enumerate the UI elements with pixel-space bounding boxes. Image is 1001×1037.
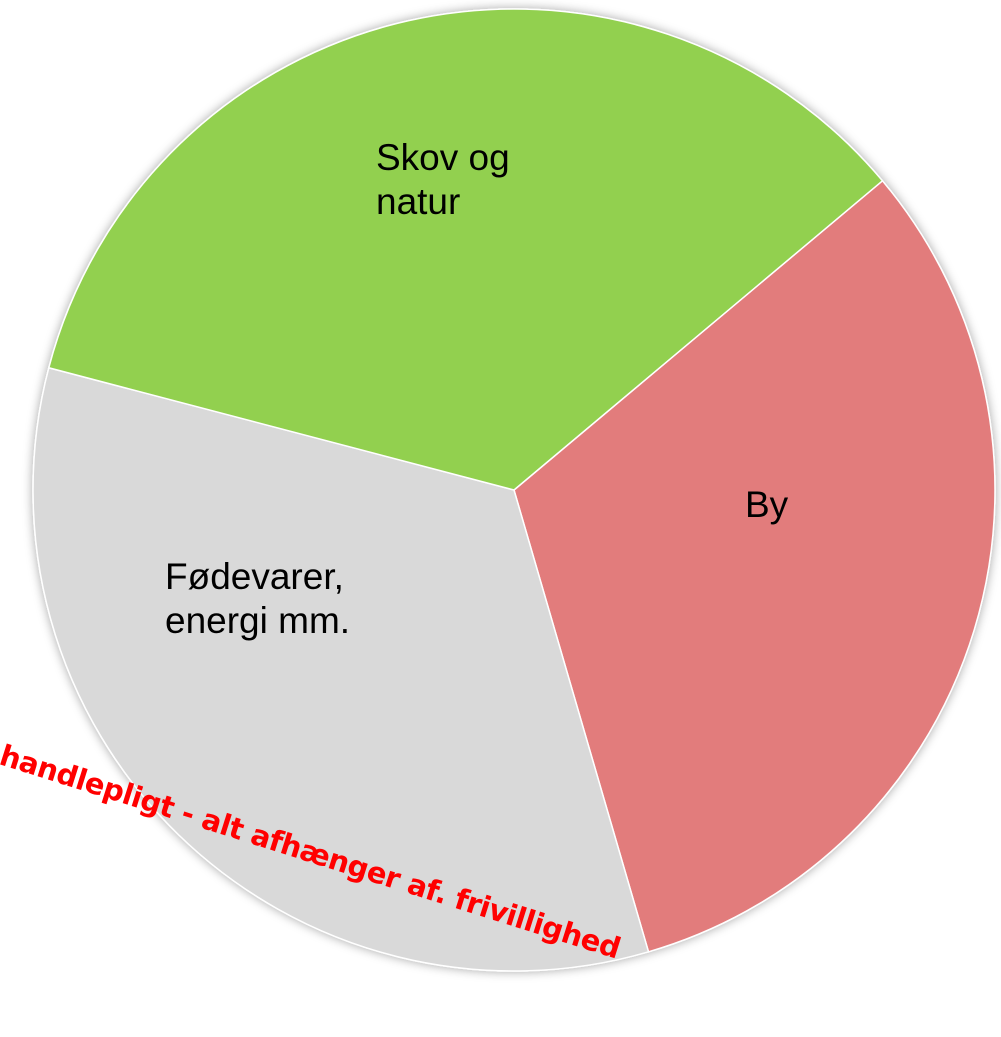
slice-label: By	[745, 484, 789, 525]
slice-label: Fødevarer, energi mm.	[165, 556, 351, 641]
pie-slice	[513, 179, 996, 953]
slices	[32, 8, 996, 972]
pie-slice	[47, 8, 884, 491]
pie-slice	[32, 366, 650, 972]
slice-label: Skov og natur	[376, 137, 510, 222]
